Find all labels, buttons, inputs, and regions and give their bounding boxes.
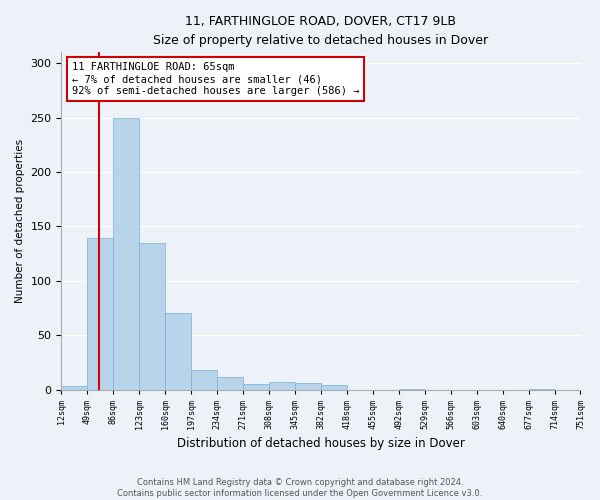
Bar [191,370,217,390]
Title: 11, FARTHINGLOE ROAD, DOVER, CT17 9LB
Size of property relative to detached hous: 11, FARTHINGLOE ROAD, DOVER, CT17 9LB Si… [154,15,488,47]
Text: Contains HM Land Registry data © Crown copyright and database right 2024.
Contai: Contains HM Land Registry data © Crown c… [118,478,482,498]
Bar [217,376,244,390]
Bar [166,314,191,390]
Bar [113,118,139,390]
Y-axis label: Number of detached properties: Number of detached properties [15,139,25,303]
Bar [139,242,166,390]
Text: 11 FARTHINGLOE ROAD: 65sqm
← 7% of detached houses are smaller (46)
92% of semi-: 11 FARTHINGLOE ROAD: 65sqm ← 7% of detac… [72,62,359,96]
Bar [529,388,554,390]
X-axis label: Distribution of detached houses by size in Dover: Distribution of detached houses by size … [177,437,465,450]
Bar [88,238,113,390]
Bar [61,386,88,390]
Bar [322,386,347,390]
Bar [398,388,425,390]
Bar [244,384,269,390]
Bar [295,383,322,390]
Bar [269,382,295,390]
